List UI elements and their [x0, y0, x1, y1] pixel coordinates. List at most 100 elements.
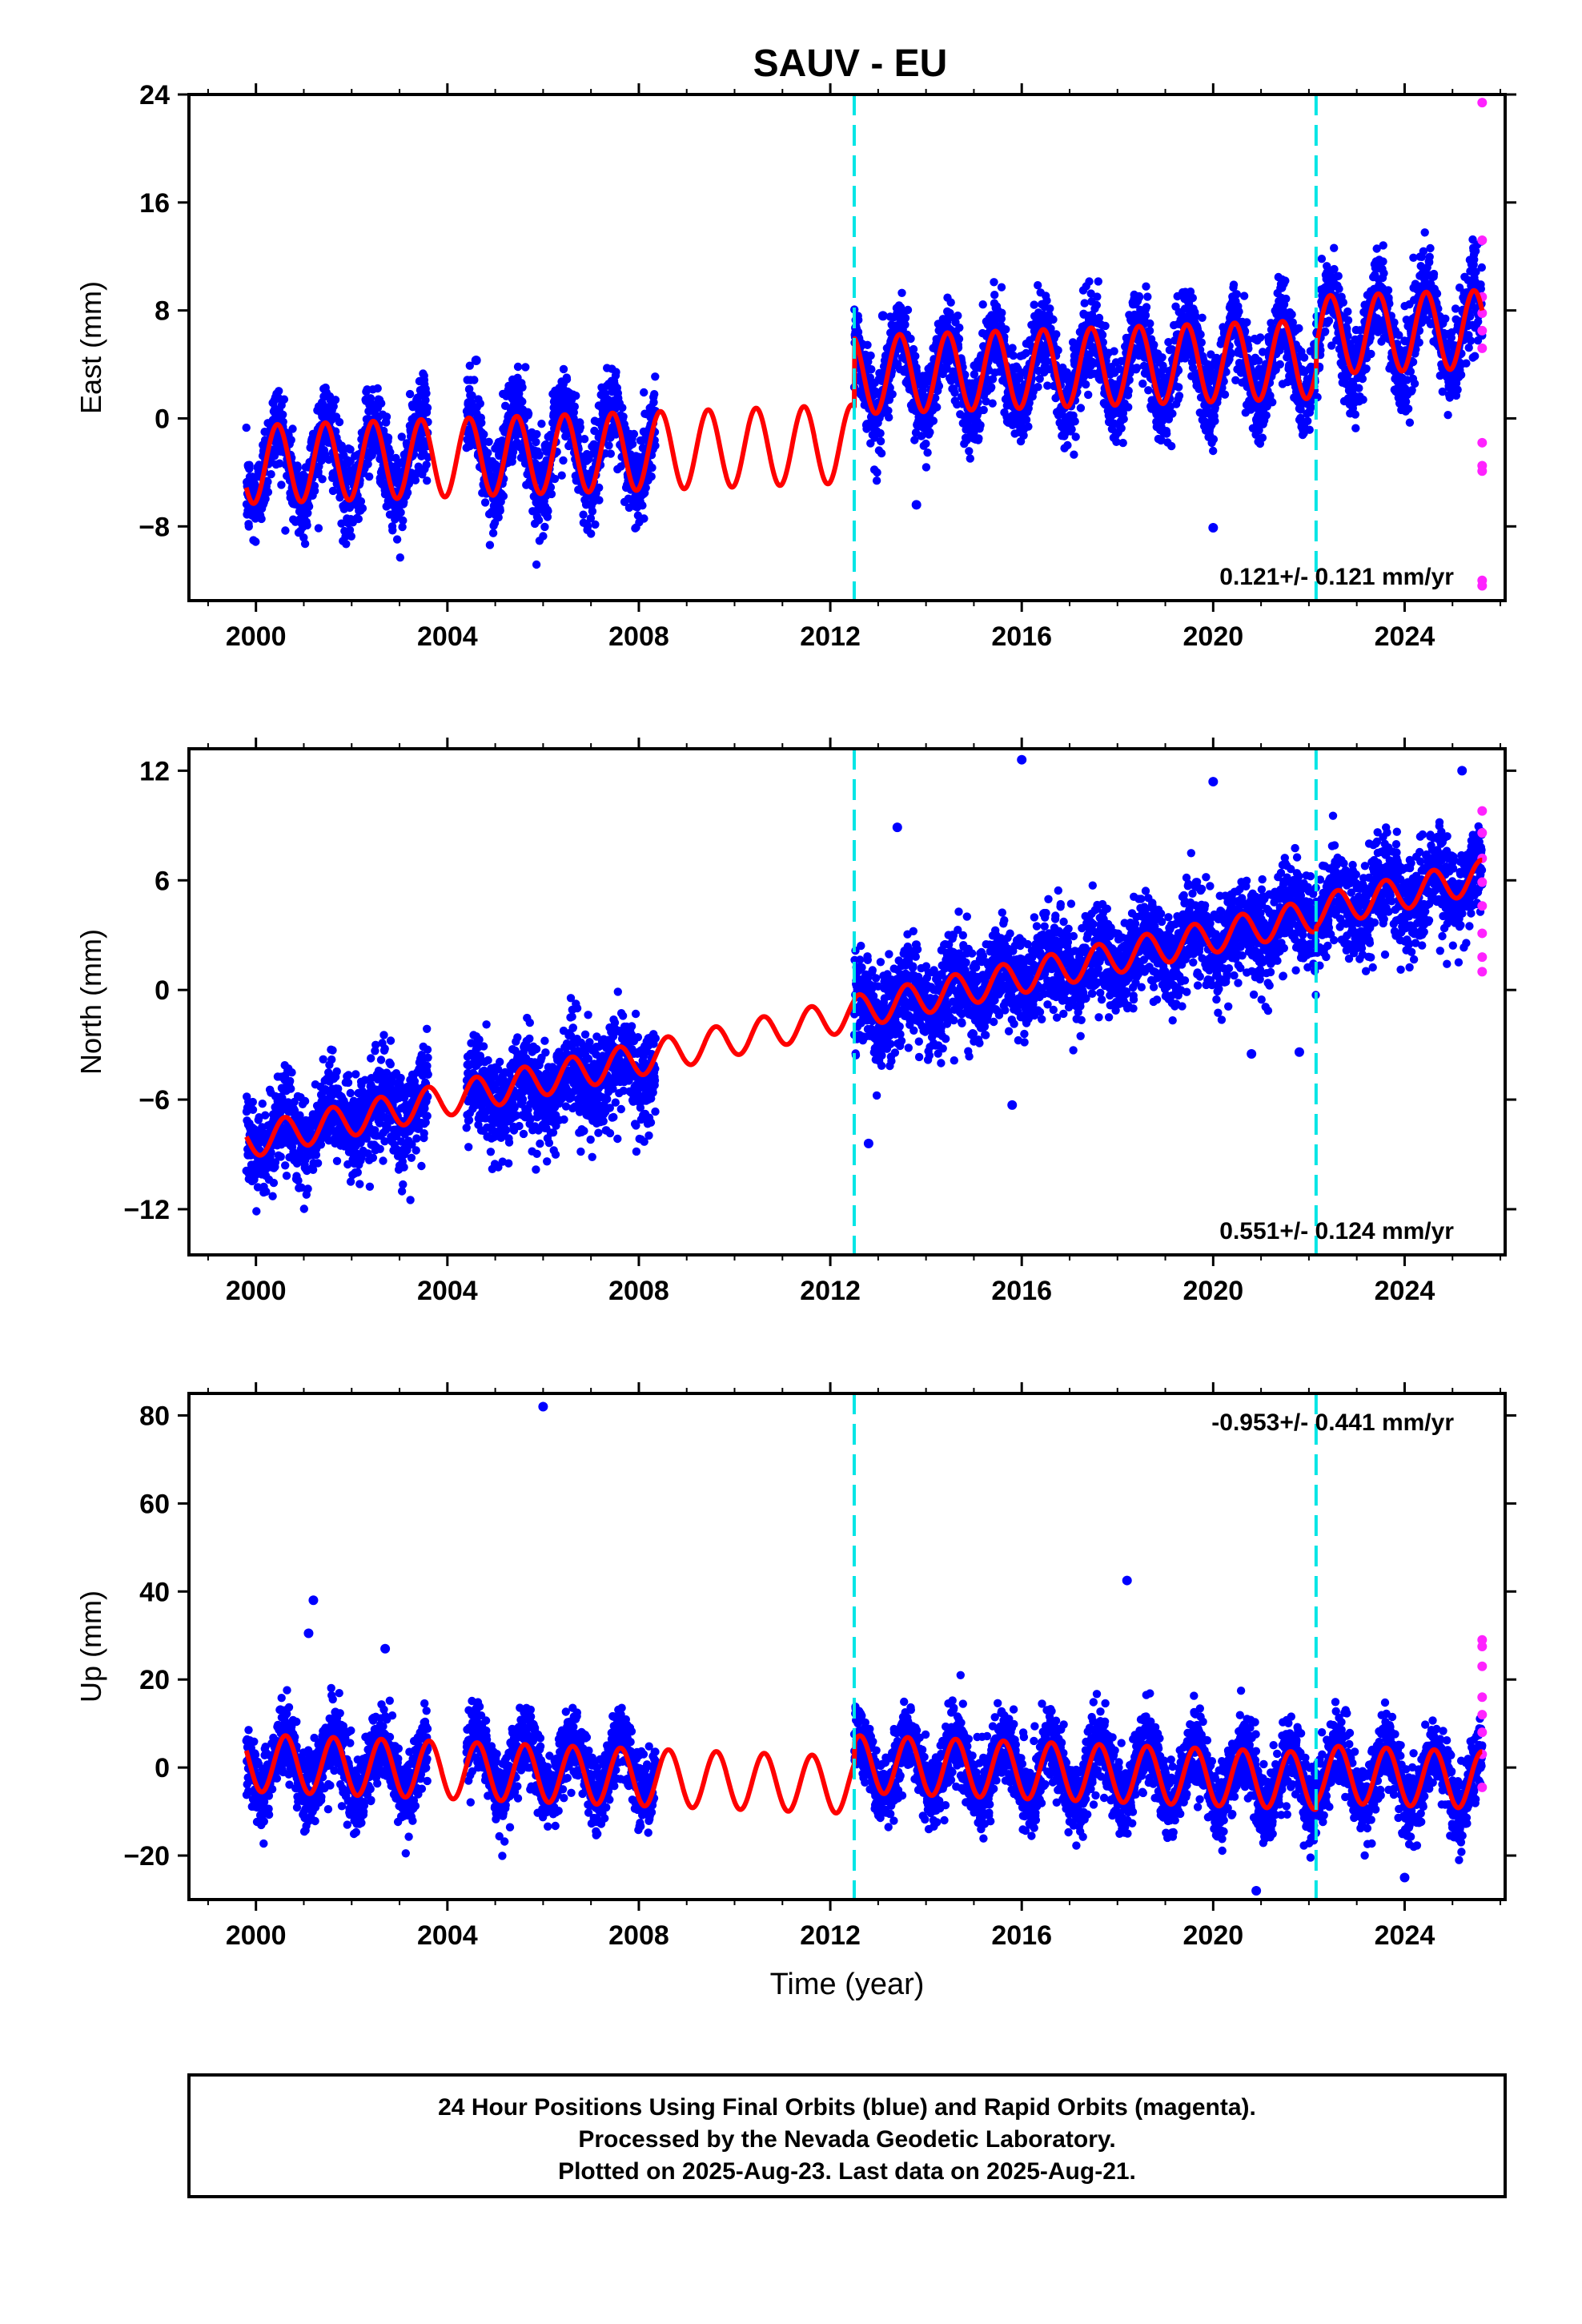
east-data-point — [299, 533, 308, 542]
east-data-point — [1243, 318, 1251, 327]
east-data-point — [580, 435, 589, 444]
east-data-point — [876, 436, 885, 446]
east-data-point — [929, 416, 938, 425]
east-data-point — [990, 291, 999, 300]
east-data-point — [587, 529, 596, 538]
east-data-point — [524, 409, 533, 418]
east-data-point — [629, 429, 639, 439]
east-data-point — [866, 351, 875, 360]
east-data-point — [365, 472, 374, 481]
east-data-point — [287, 436, 295, 444]
east-data-point — [275, 387, 283, 396]
east-data-point — [1142, 303, 1151, 312]
east-data-point — [1196, 330, 1205, 339]
east-data-point — [354, 514, 363, 524]
east-data-point — [397, 432, 406, 441]
east-data-point — [1367, 349, 1375, 359]
east-data-point — [257, 514, 266, 524]
east-data-point — [328, 486, 338, 496]
east-data-point — [1118, 438, 1127, 448]
east-data-point — [263, 477, 272, 486]
east-data-point — [535, 450, 544, 459]
east-data-point — [494, 513, 503, 522]
east-data-point — [1124, 386, 1133, 396]
east-data-point — [1110, 347, 1118, 356]
east-data-point — [1321, 327, 1330, 336]
east-data-point — [358, 504, 367, 513]
east-data-point — [423, 476, 432, 485]
east-data-point — [926, 428, 934, 436]
east-data-point — [1134, 293, 1144, 302]
east-data-point — [546, 483, 556, 492]
east-data-point — [1426, 243, 1435, 253]
east-data-point — [1132, 364, 1142, 372]
east-data-point — [1042, 296, 1051, 305]
east-data-point — [277, 480, 286, 489]
east-data-point — [1453, 385, 1462, 394]
east-data-point — [484, 437, 493, 446]
east-data-point — [539, 532, 548, 541]
east-data-point — [1080, 299, 1089, 308]
east-data-point — [346, 445, 355, 454]
east-data-point — [1141, 311, 1150, 320]
east-data-point — [498, 436, 507, 445]
east-data-point — [576, 423, 584, 432]
east-data-point — [934, 381, 944, 391]
east-rapid-point — [1477, 235, 1488, 246]
east-data-point — [521, 363, 530, 372]
east-data-point — [267, 470, 275, 479]
east-data-point — [480, 498, 490, 507]
east-data-point — [513, 362, 523, 372]
east-data-point — [1117, 424, 1126, 432]
east-data-point — [559, 456, 568, 465]
east-data-point — [1405, 418, 1415, 427]
east-data-point — [1330, 243, 1339, 252]
east-data-point — [396, 553, 404, 562]
east-data-point — [1317, 255, 1327, 263]
east-data-point — [345, 525, 355, 535]
east-data-point — [1358, 374, 1367, 384]
east-data-point — [876, 428, 885, 438]
east-x-tick-label: 2000 — [226, 621, 287, 652]
east-data-point — [1229, 280, 1239, 289]
east-data-point — [1084, 390, 1093, 400]
east-data-point — [1410, 379, 1419, 388]
east-data-point — [373, 384, 382, 393]
east-data-point — [293, 464, 302, 472]
east-data-point — [1067, 425, 1076, 434]
east-data-point — [263, 488, 273, 497]
east-data-point — [304, 502, 314, 511]
east-data-point — [1232, 290, 1242, 299]
east-data-point — [318, 475, 327, 484]
east-data-point — [421, 396, 430, 404]
east-data-point — [335, 417, 344, 427]
east-data-point — [923, 448, 932, 457]
east-data-point — [1034, 281, 1042, 290]
east-data-point — [488, 529, 498, 537]
east-data-point — [1425, 252, 1434, 261]
east-data-point — [508, 448, 518, 456]
east-data-point — [1162, 429, 1171, 438]
east-data-point — [470, 376, 479, 384]
east-data-point — [649, 398, 658, 407]
east-data-point — [480, 430, 488, 439]
east-data-point — [1220, 390, 1230, 399]
east-data-point — [405, 389, 415, 399]
east-data-point — [1299, 353, 1309, 362]
east-data-point — [588, 507, 597, 516]
east-data-point — [988, 399, 997, 408]
east-rapid-point — [1477, 343, 1488, 353]
east-data-point — [911, 352, 920, 360]
east-data-point — [422, 460, 431, 469]
east-data-point — [1262, 411, 1271, 420]
east-data-point — [1197, 338, 1207, 347]
east-data-point — [1034, 383, 1042, 392]
east-data-point — [903, 305, 913, 315]
east-data-point — [921, 439, 930, 448]
east-data-point — [1098, 331, 1107, 340]
east-data-point — [314, 524, 323, 533]
east-data-point — [310, 486, 319, 496]
east-rapid-point — [1477, 325, 1488, 336]
east-data-point — [331, 396, 340, 404]
east-data-point — [244, 522, 253, 531]
